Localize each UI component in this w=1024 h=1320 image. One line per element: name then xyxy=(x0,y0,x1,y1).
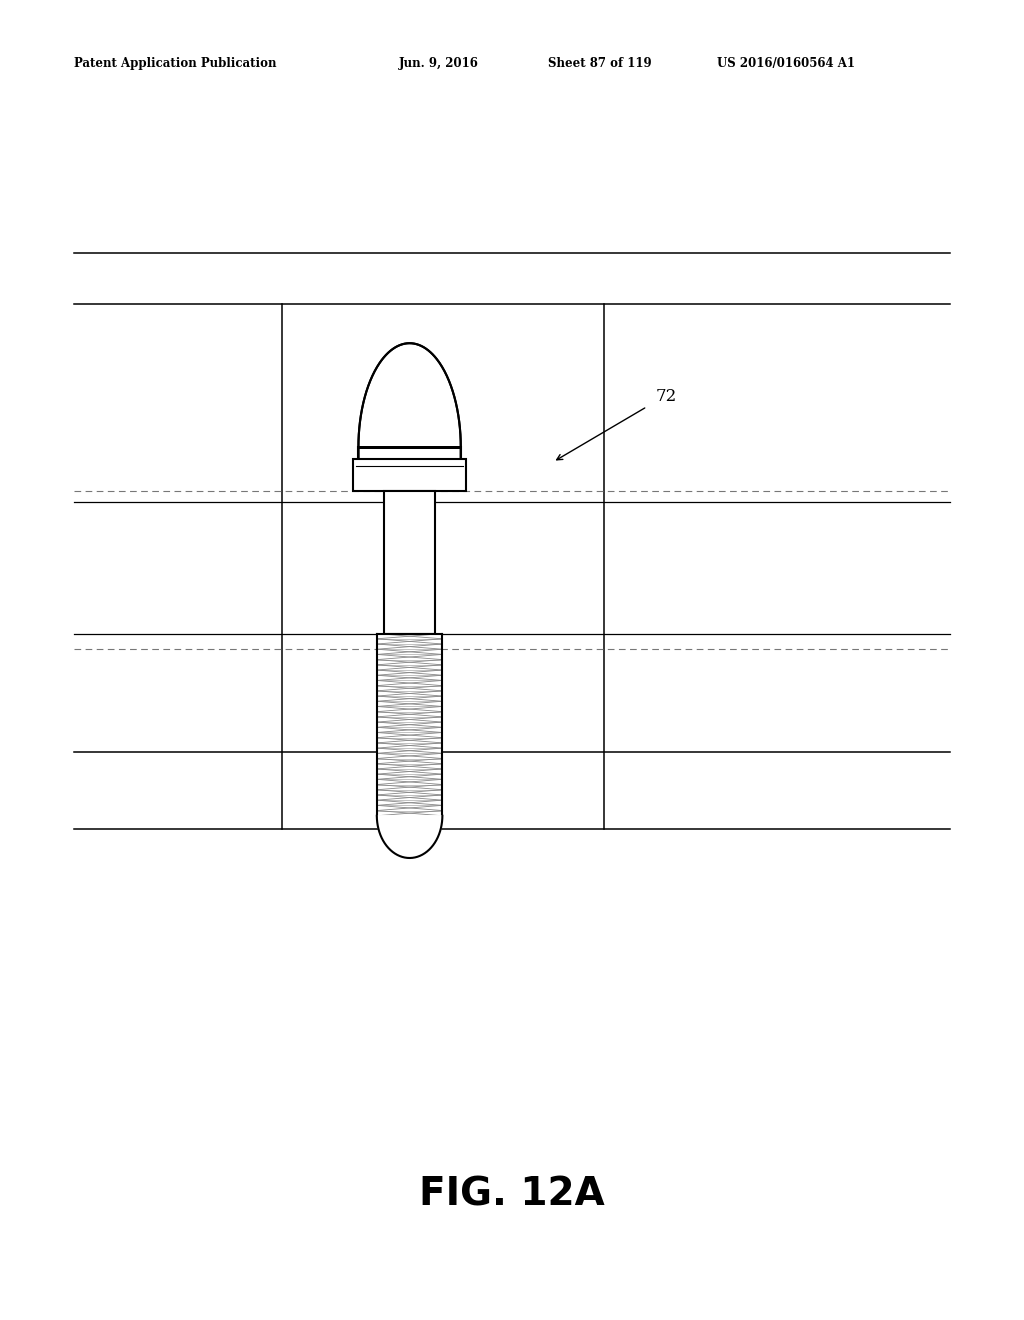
Polygon shape xyxy=(377,816,442,858)
Bar xyxy=(377,634,442,816)
Text: US 2016/0160564 A1: US 2016/0160564 A1 xyxy=(717,57,855,70)
Text: Jun. 9, 2016: Jun. 9, 2016 xyxy=(399,57,479,70)
Bar xyxy=(384,491,435,634)
Bar xyxy=(353,459,466,491)
Polygon shape xyxy=(358,343,461,459)
Text: FIG. 12A: FIG. 12A xyxy=(419,1176,605,1213)
Text: 72: 72 xyxy=(655,388,677,404)
Text: Sheet 87 of 119: Sheet 87 of 119 xyxy=(548,57,651,70)
Text: Patent Application Publication: Patent Application Publication xyxy=(74,57,276,70)
